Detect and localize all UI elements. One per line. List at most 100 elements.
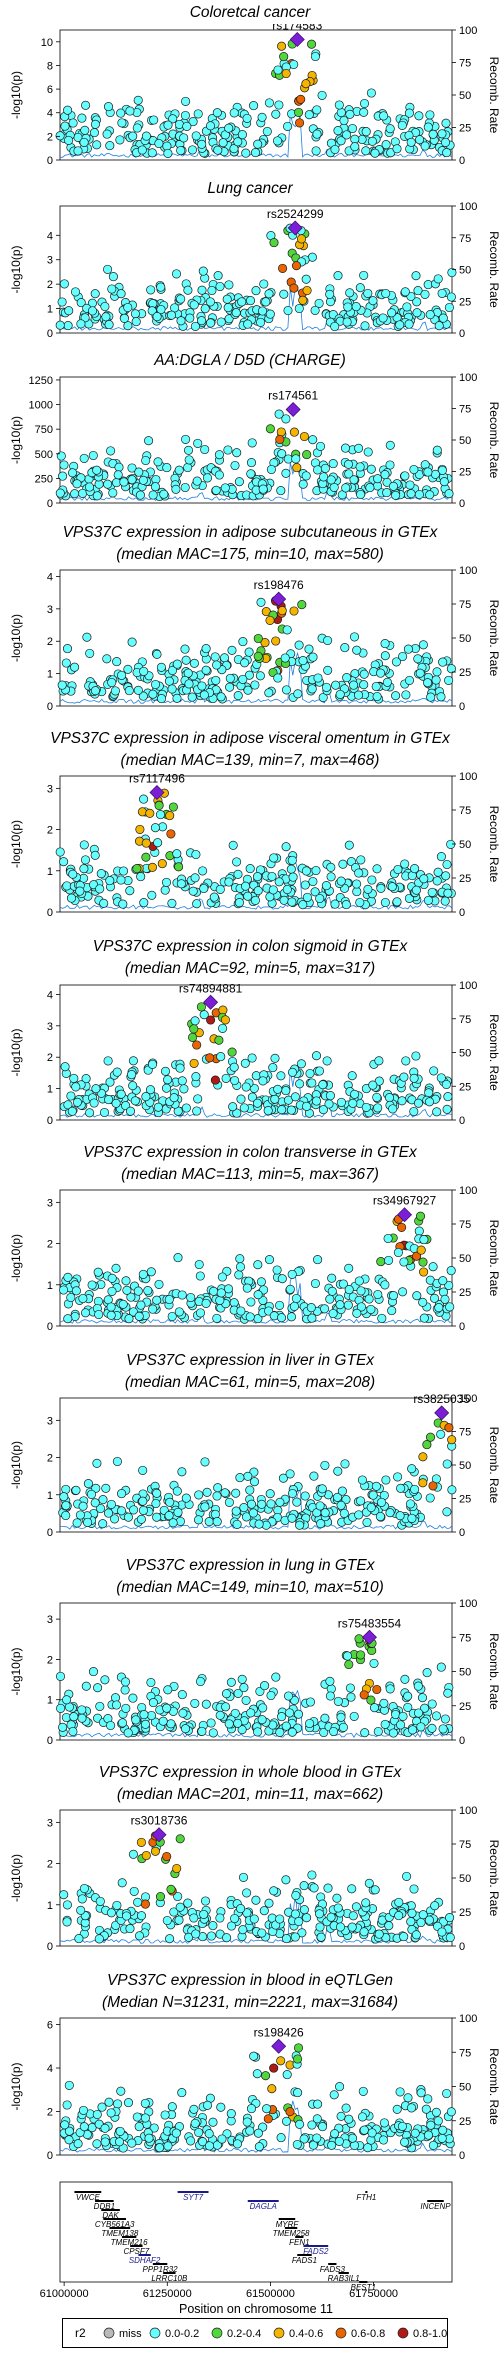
snp-point (264, 1898, 274, 1908)
snp-point (103, 1056, 113, 1066)
lead-snp-label: rs7117496 (129, 771, 185, 785)
snp-point (255, 671, 265, 681)
snp-point (278, 263, 288, 273)
x-tick-label: 61000000 (40, 2288, 89, 2300)
snp-point (121, 1276, 131, 1286)
right-tick-label: 75 (459, 805, 471, 817)
snp-point (88, 1667, 99, 1677)
snp-point (405, 480, 415, 490)
right-tick-label: 75 (459, 599, 471, 611)
snp-point (218, 138, 228, 148)
snp-point (268, 885, 278, 895)
snp-point (381, 288, 391, 299)
snp-point (121, 1911, 132, 1921)
snp-point (344, 1263, 354, 1273)
snp-point (134, 467, 144, 477)
snp-point (318, 1105, 328, 1115)
snp-point (252, 872, 263, 882)
snp-point (292, 1497, 302, 1507)
snp-point (60, 1062, 70, 1072)
snp-point (166, 310, 177, 320)
snp-point (87, 1280, 97, 1290)
snp-point (401, 690, 411, 700)
snp-point (79, 2122, 89, 2132)
snp-point (356, 1650, 366, 1660)
snp-point (359, 98, 370, 109)
snp-point (190, 1698, 200, 1708)
snp-point (423, 678, 433, 688)
snp-point (235, 1254, 245, 1264)
snp-point (245, 296, 256, 306)
snp-point (420, 289, 430, 299)
snp-point (360, 1728, 370, 1738)
snp-point (445, 1913, 455, 1923)
snp-point (201, 1298, 211, 1308)
snp-point (289, 606, 299, 616)
snp-point (411, 1051, 421, 1061)
y-tick-label: 3 (47, 783, 53, 795)
snp-point (197, 1726, 207, 1736)
lead-snp-label: rs174583 (272, 24, 322, 32)
snp-point (440, 137, 451, 147)
snp-point (277, 1712, 287, 1722)
snp-point (232, 2139, 243, 2149)
snp-point (152, 312, 162, 322)
snp-point (190, 321, 200, 331)
snp-point (341, 2103, 351, 2113)
snp-point (282, 625, 292, 635)
snp-point (209, 1286, 219, 1296)
snp-point (442, 1104, 452, 1114)
snp-point (325, 1691, 335, 1701)
y-axis-label: -log10(p) (9, 245, 23, 293)
snp-point (359, 1690, 369, 1700)
snp-point (254, 2142, 264, 2152)
snp-point (224, 123, 234, 133)
snp-point (300, 1491, 310, 1501)
snp-point (291, 1293, 301, 1304)
snp-point (225, 673, 235, 683)
snp-point (55, 320, 65, 330)
legend-label: 0.0-0.2 (165, 2328, 199, 2340)
snp-point (275, 434, 285, 445)
snp-point (415, 1211, 426, 1221)
gene-label: FADS2 (303, 2247, 329, 2256)
snp-point (397, 120, 407, 130)
snp-point (410, 1484, 420, 1494)
snp-point (135, 490, 145, 500)
y-axis-label: -log10(p) (9, 1234, 23, 1282)
snp-point (342, 1651, 353, 1661)
lead-snp-label: rs174561 (268, 388, 318, 402)
snp-point (125, 1106, 136, 1116)
snp-point (106, 446, 116, 456)
snp-point (244, 647, 254, 657)
panel-title: VPS37C expression in blood in eQTLGen (106, 1972, 394, 1989)
y-tick-label: 2 (47, 1654, 53, 1666)
snp-point (295, 1520, 305, 1530)
snp-point (58, 1722, 68, 1732)
snp-point (325, 1091, 335, 1101)
snp-point (366, 464, 376, 474)
snp-point (180, 1724, 191, 1734)
snp-point (128, 1849, 138, 1859)
snp-point (110, 686, 120, 696)
snp-point (407, 1464, 417, 1474)
snp-point (156, 662, 166, 672)
snp-point (271, 1672, 281, 1682)
snp-point (149, 115, 159, 125)
y-axis-label: -log10(p) (9, 1441, 23, 1489)
snp-point (217, 1272, 227, 1282)
snp-point (365, 483, 375, 493)
snp-point (317, 2122, 328, 2132)
snp-point (433, 274, 443, 284)
snp-point (259, 1906, 269, 1916)
snp-point (424, 1088, 434, 1098)
snp-point (69, 1073, 79, 1083)
snp-point (64, 2135, 74, 2145)
snp-point (285, 2107, 295, 2117)
snp-point (228, 840, 238, 850)
snp-point (363, 2143, 373, 2153)
snp-point (298, 900, 308, 910)
snp-point (249, 1477, 260, 1487)
snp-point (376, 883, 386, 893)
snp-point (91, 1084, 101, 1094)
